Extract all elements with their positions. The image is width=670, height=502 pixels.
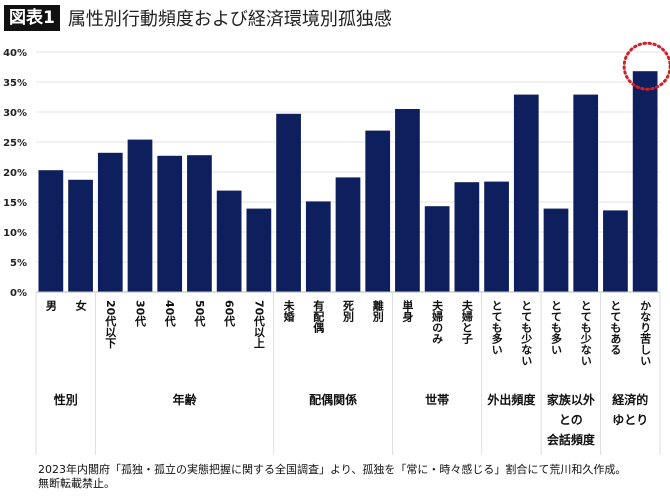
bar [513,94,539,292]
x-tick-label: 夫婦のみ [431,299,445,345]
bar [603,210,628,292]
bar [424,206,450,292]
group-label: 配偶関係 [309,392,357,407]
x-tick-label: 単身 [401,299,414,323]
x-tick-label: 50代 [193,300,207,327]
bar [454,182,480,292]
footnote: 2023年内閣府「孤独・孤立の実態把握に関する全国調査」より、孤独を「常に・時々… [38,463,626,491]
group-label: 世帯 [425,392,449,407]
x-tick-label: 女 [74,299,87,312]
bar [365,130,391,292]
x-tick-label: 死別 [342,300,356,323]
footnote-copyright: 無断転載禁止。 [38,477,115,490]
x-tick-label: 30代 [134,300,148,327]
y-tick-label: 0% [10,288,27,299]
group-label: 会話頻度 [547,432,596,447]
x-tick-label: 離別 [371,299,385,323]
chart-title: 属性別行動頻度および経済環境別孤独感 [67,8,392,30]
bar [157,155,183,292]
x-tick-label: 夫婦と子 [460,299,474,345]
bar [484,181,509,292]
x-tick-label: とても少ない [579,300,593,366]
x-tick-label: かなり苦しい [639,300,652,366]
y-tick-label: 10% [3,228,27,239]
x-tick-label: とても多い [490,300,503,355]
bar [543,208,569,292]
x-tick-label: 有配偶 [312,299,325,334]
y-tick-label: 30% [3,108,27,119]
y-tick-label: 20% [3,168,27,179]
footnote-source: 2023年内閣府「孤独・孤立の実態把握に関する全国調査」より、孤独を「常に・時々… [38,463,627,476]
y-tick-label: 25% [3,138,27,149]
group-label: ゆとり [612,413,648,427]
x-tick-label: とても多い [550,300,563,355]
group-label: 外出頻度 [487,392,536,407]
group-label: 年齢 [173,392,198,407]
title-row: 図表1 属性別行動頻度および経済環境別孤独感 [4,4,392,31]
group-label: 経済的 [612,392,648,407]
bar [246,208,272,292]
x-tick-label: とても少ない [520,300,534,366]
group-label: 性別 [53,392,78,407]
x-tick-label: 男 [44,300,57,312]
highlight-circle [622,41,670,91]
x-tick-label: とてもある [609,300,622,356]
bar [305,201,331,292]
x-tick-label: 70代以上 [252,300,266,348]
y-tick-label: 35% [3,78,27,89]
bar [97,152,123,292]
bar [187,155,212,292]
bar [68,179,93,292]
group-label: との [559,413,583,427]
bar [216,190,242,292]
y-tick-label: 5% [10,258,27,269]
x-tick-label: 40代 [163,300,177,327]
figure-badge: 図表1 [4,4,60,31]
bar [127,139,153,292]
bar [632,71,658,292]
x-tick-label: 60代 [223,300,237,327]
x-tick-label: 未婚 [282,299,296,323]
y-tick-label: 15% [3,198,27,209]
bar [573,94,599,292]
x-tick-label: 20代以下 [104,300,118,349]
bar [38,170,64,292]
y-tick-label: 40% [3,48,27,59]
bar [395,109,420,292]
group-label: 家族以外 [547,392,595,407]
bar [276,113,301,292]
bar [335,177,361,292]
